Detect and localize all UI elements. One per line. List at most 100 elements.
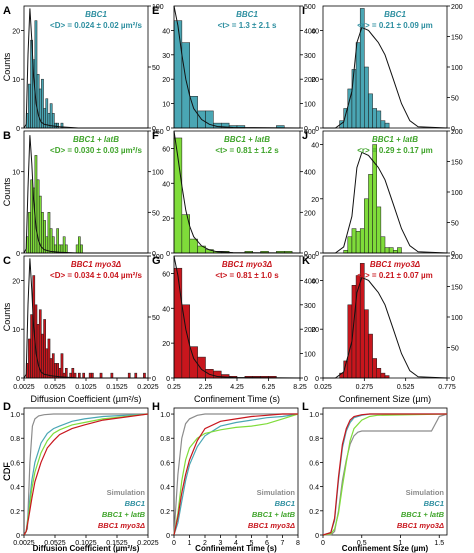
y2-tick-label: 0 <box>152 251 156 258</box>
y-tick-label: 40 <box>162 28 170 35</box>
chart-subtitle: <r> = 0.21 ± 0.07 µm <box>357 271 433 280</box>
y-tick-label: 0 <box>166 126 170 133</box>
y2-tick-label: 300 <box>304 53 316 60</box>
plot-frame <box>173 130 301 254</box>
histogram-bar <box>28 212 31 254</box>
x-tick-label: 1 <box>188 540 192 547</box>
y-tick-label: 0 <box>166 251 170 258</box>
x-tick-label: 0.2025 <box>137 540 159 547</box>
histogram-bar <box>347 236 353 254</box>
panel-label-C: C <box>3 255 11 267</box>
y2-tick-label: 200 <box>451 254 463 261</box>
x-tick-label: 0.0525 <box>44 384 66 391</box>
histogram-bar <box>41 333 44 379</box>
simulation-curve <box>173 130 301 254</box>
y2-tick-label: 50 <box>152 65 160 72</box>
y2-tick-label: 200 <box>304 327 316 334</box>
x-tick-label: 5 <box>250 540 254 547</box>
histogram-bar <box>99 372 103 379</box>
y-axis-label: Counts <box>2 302 12 331</box>
y-tick-label: 10 <box>12 170 20 177</box>
y-tick-label: 1.0 <box>160 412 170 419</box>
histogram-bar <box>45 348 49 379</box>
y-tick-label: 0.8 <box>10 436 20 443</box>
histogram-bar <box>56 228 59 254</box>
histogram-bar <box>49 103 53 129</box>
y-tick-label: 60 <box>162 271 170 278</box>
x-tick-label: 0 <box>321 540 325 547</box>
histogram-bar <box>45 98 49 129</box>
chart-subtitle: <t> = 1.3 ± 2.1 s <box>218 21 277 30</box>
x-tick-label: 2.25 <box>199 384 213 391</box>
cdf-line-simulation <box>323 413 448 536</box>
y-tick-label: 40 <box>311 278 319 285</box>
y2-tick-label: 200 <box>451 129 463 136</box>
x-tick-label: 1 <box>399 540 403 547</box>
histogram-bar <box>355 275 361 379</box>
y-axis-label: CDF <box>2 462 12 481</box>
y-tick-label: 1.0 <box>10 412 20 419</box>
y2-tick-label: 100 <box>152 4 164 11</box>
plot-frame <box>322 407 448 536</box>
y2-tick-label: 100 <box>304 352 316 359</box>
y-tick-label: 0 <box>16 251 20 258</box>
panel-H: H 0 0.2 0.4 0.6 0.8 1.0 0 1 2 3 4 5 6 7 8 Confinement Ti… <box>2 401 300 553</box>
x-tick-label: 6.25 <box>262 384 276 391</box>
y-tick-label: 20 <box>12 278 20 285</box>
cdf-line-bbc1-myo3- <box>23 413 149 536</box>
y-tick-label: 0 <box>16 126 20 133</box>
panel-label-B: B <box>3 130 11 142</box>
cdf-line-bbc1-latb <box>322 413 448 536</box>
x-tick-label: 4.25 <box>230 384 244 391</box>
y2-tick-label: 0 <box>451 376 455 383</box>
chart-subtitle: <r> = 0.21 ± 0.09 µm <box>357 21 433 30</box>
x-tick-label: 4 <box>234 540 238 547</box>
y2-tick-label: 50 <box>451 221 459 228</box>
chart-title: BBC1 + latB <box>73 135 119 144</box>
y-tick-label: 0 <box>315 376 319 383</box>
y2-tick-label: 0 <box>304 376 308 383</box>
x-tick-label: 0.25 <box>167 384 181 391</box>
chart-title: BBC1 + latB <box>224 135 270 144</box>
chart-title: BBC1 <box>384 10 406 19</box>
cdf-line-bbc1-latb <box>23 413 149 536</box>
y-tick-label: 20 <box>311 327 319 334</box>
x-axis-label: Confinement Size (µm) <box>342 544 429 553</box>
histogram-bar <box>384 122 390 129</box>
histogram-bar <box>43 108 46 129</box>
panel-label-F: F <box>152 130 159 142</box>
y2-tick-label: 400 <box>304 170 316 177</box>
y-tick-label: 0.4 <box>10 485 20 492</box>
plot-frame <box>23 130 149 254</box>
panel-label-A: A <box>3 5 11 17</box>
x-axis-label: Confinement Time (s) <box>195 544 277 553</box>
x-tick-label: 0.1025 <box>75 384 97 391</box>
x-tick-label: 0.0025 <box>13 540 35 547</box>
histogram-bar <box>205 369 214 379</box>
y2-tick-label: 150 <box>152 129 164 136</box>
histogram-bar <box>364 198 369 254</box>
histogram-bar <box>34 20 38 129</box>
histogram-bar <box>181 42 190 129</box>
y-tick-label: 20 <box>12 28 20 35</box>
histogram-bar <box>197 356 206 379</box>
histogram-bar <box>368 174 373 254</box>
histogram-bar <box>359 228 365 254</box>
histogram-bar <box>173 20 183 129</box>
histogram-bar <box>49 358 53 379</box>
histogram-bar <box>36 74 40 129</box>
histogram-bar <box>49 228 53 254</box>
chart-title: BBC1 myo3Δ <box>71 260 122 269</box>
panel-label-E: E <box>152 5 159 17</box>
y-axis-label: CDF <box>2 462 12 481</box>
histogram-bar <box>91 372 94 379</box>
y-tick-label: 0.6 <box>309 460 319 467</box>
y-tick-label: 40 <box>162 181 170 188</box>
chart-subtitle: <t> = 0.81 ± 1.0 s <box>215 271 279 280</box>
y-tick-label: 0 <box>315 251 319 258</box>
histogram-bar <box>56 363 59 379</box>
